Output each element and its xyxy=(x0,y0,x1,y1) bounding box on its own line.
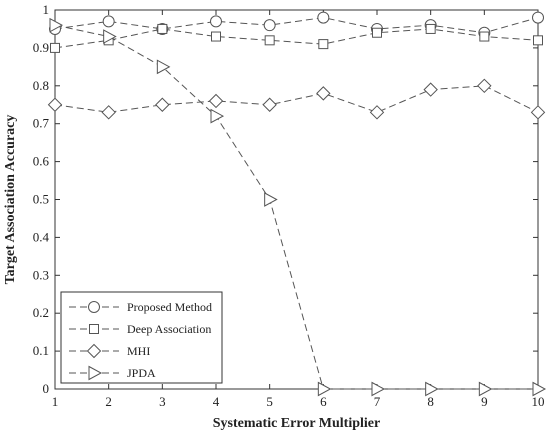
square-marker xyxy=(372,27,382,38)
y-tick-label: 0.4 xyxy=(33,229,50,244)
square-marker xyxy=(50,42,60,53)
circle-marker xyxy=(210,15,222,28)
circle-marker xyxy=(88,301,100,313)
circle-marker xyxy=(102,15,115,28)
x-tick-label: 5 xyxy=(266,394,273,409)
square-marker xyxy=(89,324,99,334)
triangle-right-marker xyxy=(264,192,278,207)
x-tick-label: 1 xyxy=(52,394,59,409)
legend-label: Deep Association xyxy=(127,322,211,336)
legend-item: JPDA xyxy=(69,365,156,381)
diamond-marker xyxy=(369,105,385,120)
legend-item: Proposed Method xyxy=(69,300,212,314)
y-tick-label: 0.9 xyxy=(33,40,49,55)
diamond-marker xyxy=(262,97,277,112)
y-tick-label: 0.5 xyxy=(33,192,49,207)
circle-marker xyxy=(532,11,544,24)
square-marker xyxy=(264,35,275,46)
y-axis-title: Target Association Accuracy xyxy=(3,115,18,285)
x-tick-label: 6 xyxy=(320,394,327,409)
circle-marker xyxy=(317,11,330,24)
diamond-marker xyxy=(101,105,116,120)
y-tick-label: 0.1 xyxy=(33,343,49,358)
triangle-right-marker xyxy=(88,365,103,381)
diamond-marker xyxy=(530,105,546,120)
series-triangle-right xyxy=(49,17,547,397)
square-marker xyxy=(318,39,329,50)
legend-item: Deep Association xyxy=(69,322,211,336)
square-marker xyxy=(425,23,436,34)
x-tick-label: 4 xyxy=(213,394,220,409)
triangle-right-marker xyxy=(371,381,386,397)
series-diamond xyxy=(47,78,546,120)
diamond-marker xyxy=(86,343,102,359)
square-marker xyxy=(211,31,221,42)
legend-label: MHI xyxy=(127,344,150,358)
triangle-right-marker xyxy=(532,381,547,397)
x-axis-title: Systematic Error Multiplier xyxy=(213,416,380,431)
triangle-right-marker xyxy=(317,381,332,397)
diamond-marker xyxy=(208,93,224,109)
series-line xyxy=(54,17,539,34)
legend-item: MHI xyxy=(69,343,150,359)
circle-marker xyxy=(263,19,276,32)
square-marker xyxy=(533,35,543,46)
y-tick-label: 0.2 xyxy=(33,305,49,320)
y-tick-label: 0.8 xyxy=(33,78,49,93)
triangle-right-marker xyxy=(210,108,225,124)
x-tick-label: 8 xyxy=(427,394,434,409)
y-tick-label: 0 xyxy=(43,381,50,396)
series-line xyxy=(54,85,539,113)
legend-box xyxy=(60,291,223,384)
series-line xyxy=(54,28,539,49)
y-tick-label: 0.7 xyxy=(33,116,50,131)
diamond-marker xyxy=(47,97,63,112)
x-tick-label: 10 xyxy=(532,394,545,409)
triangle-right-marker xyxy=(49,17,64,33)
diamond-marker xyxy=(423,82,438,97)
diamond-marker xyxy=(477,78,492,94)
x-tick-label: 2 xyxy=(105,394,112,409)
triangle-right-marker xyxy=(478,381,493,397)
x-tick-label: 7 xyxy=(374,394,381,409)
series-square xyxy=(50,23,543,53)
y-tick-label: 0.6 xyxy=(33,154,50,169)
legend: Proposed Method Deep Association MHI JPDA xyxy=(60,291,223,384)
square-marker xyxy=(157,23,168,34)
series-line xyxy=(54,24,538,390)
square-marker xyxy=(479,31,490,42)
legend-label: JPDA xyxy=(127,366,156,380)
triangle-right-marker xyxy=(103,29,117,44)
y-tick-label: 1 xyxy=(43,2,50,17)
triangle-right-marker xyxy=(156,59,171,75)
diamond-marker xyxy=(155,97,170,112)
triangle-right-marker xyxy=(425,381,439,397)
series-layer xyxy=(47,11,547,397)
x-tick-label: 9 xyxy=(481,394,488,409)
diamond-marker xyxy=(316,86,331,101)
x-tick-label: 3 xyxy=(159,394,166,409)
legend-label: Proposed Method xyxy=(127,300,212,314)
y-tick-label: 0.3 xyxy=(33,267,49,282)
